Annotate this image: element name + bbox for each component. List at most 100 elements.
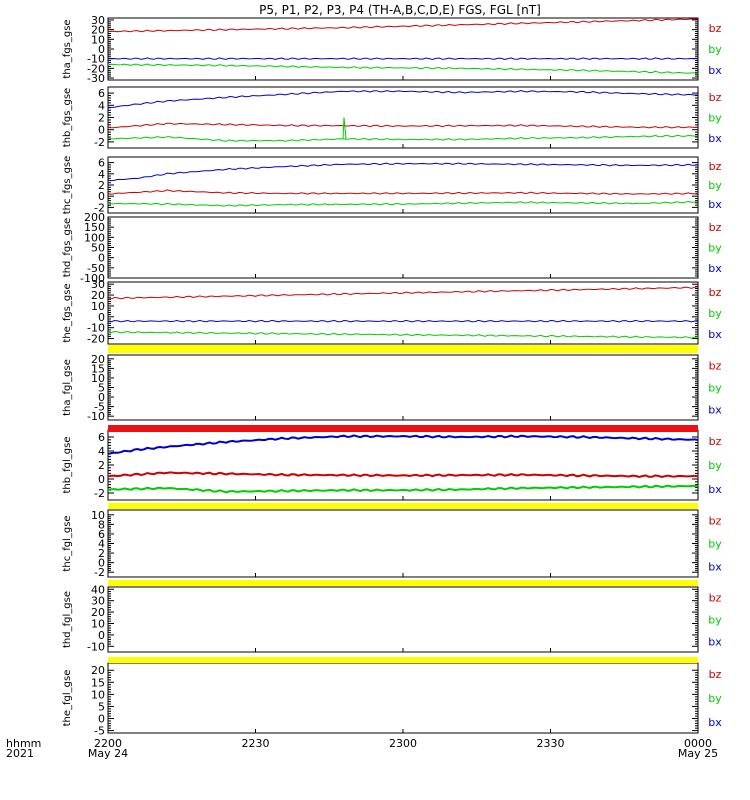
y-tick-label: 30 — [91, 14, 105, 27]
status-bar — [108, 503, 698, 509]
chart-title: P5, P1, P2, P3, P4 (TH-A,B,C,D,E) FGS, F… — [259, 3, 541, 17]
y-tick-label: -2 — [94, 201, 105, 214]
y-axis-label: thd_fgl_gse — [62, 591, 73, 648]
y-tick-label: 10 — [91, 372, 105, 385]
legend-bx: bx — [708, 560, 722, 573]
legend-bz: bz — [709, 22, 722, 35]
series-bx — [107, 434, 699, 455]
y-tick-label: -2 — [94, 487, 105, 500]
y-tick-label: 0 — [98, 629, 105, 642]
y-axis-label: the_fgs_gse — [62, 283, 73, 342]
y-tick-label: 6 — [98, 528, 105, 541]
y-tick-label: 4 — [98, 445, 105, 458]
x-tick-label: 2330 — [537, 737, 565, 750]
legend-bz: bz — [709, 591, 722, 604]
y-tick-label: -5 — [94, 725, 105, 738]
y-tick-label: 40 — [91, 583, 105, 596]
legend-bx: bx — [708, 404, 722, 417]
legend-by: by — [708, 614, 722, 627]
y-tick-label: 8 — [98, 518, 105, 531]
legend-by: by — [708, 242, 722, 255]
y-tick-label: -50 — [87, 262, 105, 275]
y-tick-label: 5 — [98, 700, 105, 713]
y-tick-label: 2 — [98, 459, 105, 472]
y-tick-label: 20 — [91, 289, 105, 302]
y-tick-label: -30 — [87, 72, 105, 85]
legend-bx: bx — [708, 328, 722, 341]
series-by — [107, 330, 699, 339]
y-tick-label: 0 — [98, 252, 105, 265]
y-axis-label: the_fgl_gse — [62, 670, 73, 727]
legend-bz: bz — [709, 91, 722, 104]
legend-by: by — [708, 459, 722, 472]
series-bz — [107, 18, 699, 33]
panel-frame — [107, 509, 699, 578]
legend-bz: bz — [709, 435, 722, 448]
y-tick-label: 4 — [98, 538, 105, 551]
y-tick-label: 4 — [98, 168, 105, 181]
legend-bx: bx — [708, 132, 722, 145]
y-tick-label: 5 — [98, 382, 105, 395]
panel-frame — [107, 354, 699, 421]
series-bz — [107, 122, 699, 129]
y-tick-label: -20 — [87, 333, 105, 346]
y-tick-label: 6 — [98, 431, 105, 444]
y-tick-label: 2 — [98, 179, 105, 192]
y-axis-label: thb_fgs_gse — [62, 88, 73, 147]
status-bar — [108, 425, 698, 432]
y-axis-label: tha_fgs_gse — [62, 19, 73, 78]
y-tick-label: 100 — [84, 231, 105, 244]
y-axis-label: thb_fgl_gse — [62, 437, 73, 494]
y-tick-label: -2 — [94, 566, 105, 579]
y-tick-label: 20 — [91, 606, 105, 619]
series-by-spike — [342, 117, 347, 139]
series-bz — [107, 471, 699, 479]
y-tick-label: 0 — [98, 311, 105, 324]
y-tick-label: 6 — [98, 157, 105, 170]
legend-bz: bz — [709, 515, 722, 528]
y-tick-label: 50 — [91, 242, 105, 255]
year-label: 2021 — [6, 747, 34, 760]
legend-bx: bx — [708, 716, 722, 729]
y-tick-label: 15 — [91, 362, 105, 375]
series-bx — [107, 319, 699, 323]
series-by — [107, 484, 699, 494]
legend-bx: bx — [708, 198, 722, 211]
legend-by: by — [708, 692, 722, 705]
y-tick-label: -2 — [94, 136, 105, 149]
y-tick-label: -5 — [94, 401, 105, 414]
series-bx — [107, 162, 699, 182]
y-tick-label: 20 — [91, 664, 105, 677]
panel-frame — [107, 216, 699, 279]
legend-by: by — [708, 179, 722, 192]
legend-by: by — [708, 382, 722, 395]
x-tick-sublabel: May 24 — [88, 747, 128, 760]
y-tick-label: 20 — [91, 24, 105, 37]
y-tick-label: 150 — [84, 221, 105, 234]
y-tick-label: 2 — [98, 547, 105, 560]
x-tick-label: 2230 — [242, 737, 270, 750]
y-tick-label: 10 — [91, 617, 105, 630]
y-tick-label: 30 — [91, 595, 105, 608]
legend-by: by — [708, 538, 722, 551]
series-bz — [107, 286, 699, 300]
y-tick-label: 10 — [91, 300, 105, 313]
legend-bz: bz — [709, 286, 722, 299]
status-bar — [108, 657, 698, 663]
series-bz — [107, 189, 699, 195]
series-bx — [107, 57, 699, 61]
y-tick-label: 0 — [98, 124, 105, 137]
y-axis-label: thc_fgl_gse — [62, 515, 73, 571]
y-axis-label: thc_fgs_gse — [62, 156, 73, 215]
legend-bx: bx — [708, 262, 722, 275]
y-tick-label: -100 — [80, 272, 105, 285]
legend-by: by — [708, 307, 722, 320]
y-tick-label: 10 — [91, 688, 105, 701]
